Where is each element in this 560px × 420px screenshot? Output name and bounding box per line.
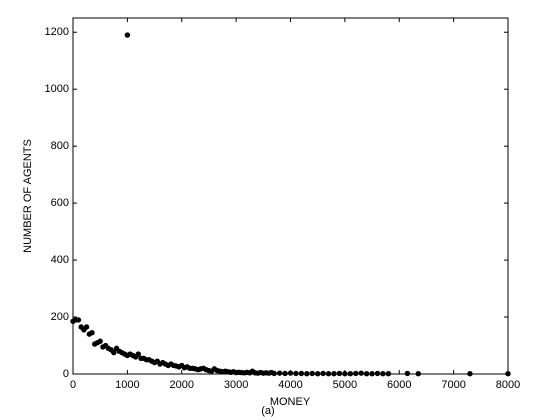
point <box>309 370 315 377</box>
y-tick-label: 1200 <box>45 26 69 38</box>
point <box>363 371 370 377</box>
point <box>83 324 90 330</box>
point <box>89 330 95 336</box>
point <box>467 371 473 377</box>
point <box>385 371 392 377</box>
x-tick-label: 5000 <box>333 379 357 391</box>
plot-frame <box>72 17 509 375</box>
point <box>505 371 511 377</box>
point <box>342 371 348 377</box>
point <box>276 370 283 376</box>
point <box>336 370 343 377</box>
x-tick-label: 7000 <box>441 379 465 391</box>
point <box>135 351 141 357</box>
x-tick-label: 8000 <box>496 379 520 391</box>
point <box>331 371 337 377</box>
point <box>380 371 386 377</box>
point <box>282 370 288 377</box>
y-axis-label: NUMBER OF AGENTS <box>22 139 34 253</box>
x-tick-label: 0 <box>70 379 76 391</box>
point <box>97 338 103 344</box>
point <box>124 32 131 38</box>
x-tick-label: 1000 <box>115 379 139 391</box>
point <box>369 371 375 377</box>
point <box>358 370 364 376</box>
point <box>314 371 321 377</box>
x-tick-label: 3000 <box>224 379 248 391</box>
point <box>374 370 381 377</box>
x-axis-label: MONEY <box>270 396 311 408</box>
y-tick-label: 800 <box>51 140 69 152</box>
point <box>325 371 332 377</box>
point <box>293 370 299 377</box>
point <box>347 371 354 377</box>
point <box>75 317 82 323</box>
y-tick-label: 400 <box>51 254 69 266</box>
point <box>404 370 411 377</box>
point <box>271 370 277 377</box>
point <box>353 370 359 377</box>
x-tick-label: 4000 <box>278 379 302 391</box>
y-tick-label: 600 <box>51 197 69 209</box>
point <box>415 371 421 377</box>
point <box>304 371 310 377</box>
point <box>298 370 305 377</box>
y-tick-label: 0 <box>63 368 69 380</box>
point <box>320 370 326 377</box>
x-tick-label: 2000 <box>170 379 194 391</box>
y-tick-label: 200 <box>51 311 69 323</box>
x-tick-label: 6000 <box>387 379 411 391</box>
point <box>287 370 294 376</box>
caption: (a) <box>261 405 274 417</box>
point <box>111 349 117 356</box>
y-tick-label: 1000 <box>45 83 69 95</box>
